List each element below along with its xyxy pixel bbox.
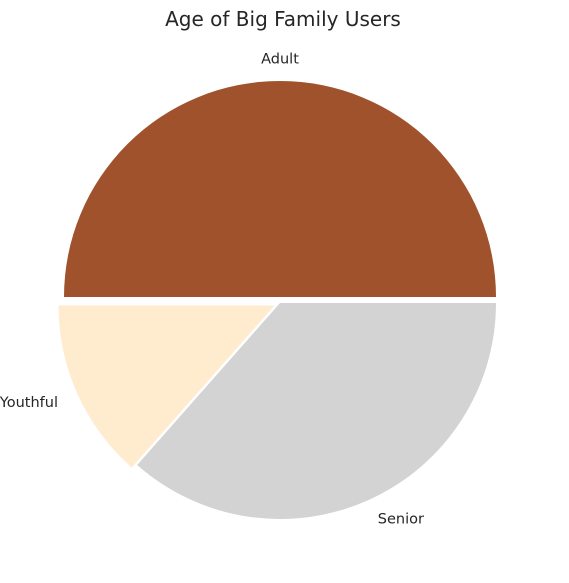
pie-label-youthful: Youthful [0, 395, 58, 411]
chart-title: Age of Big Family Users [165, 7, 401, 31]
labels-layer: Adult Youthful Senior [0, 51, 424, 527]
slices-layer [58, 81, 497, 519]
pie-label-adult: Adult [261, 51, 299, 67]
pie-slice-senior [137, 303, 497, 519]
pie-label-senior: Senior [378, 512, 424, 528]
pie-slice-youthful [58, 305, 275, 468]
pie-slice-adult [64, 81, 496, 297]
